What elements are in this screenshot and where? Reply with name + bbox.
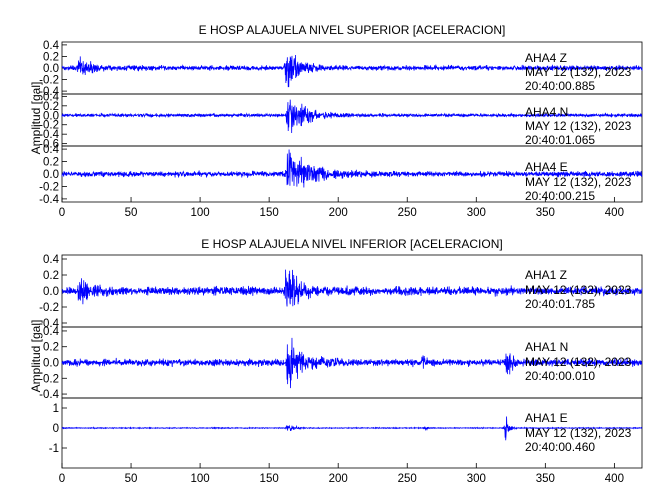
y-tick-label: 0.2 [43, 270, 59, 282]
y-tick-label: -0.4 [39, 129, 59, 141]
date-label: MAY 12 (132), 2023 [525, 65, 632, 79]
trace-lower-n: 0.4 0.2 0.0 -0.2 -0.4 AHA1 N MAY 12 (132), 2… [39, 326, 643, 401]
date-label: MAY 12 (132), 2023 [525, 175, 632, 189]
y-ticks: 0.40.20.0-0.2-0.4 [39, 144, 67, 206]
x-tick-label: 50 [125, 207, 138, 219]
y-tick-label: -0.4 [39, 318, 59, 330]
waveform-line [61, 99, 643, 133]
x-tick-label: 200 [329, 207, 348, 219]
y-tick-label: -0.4 [39, 194, 59, 206]
y-tick-label: 0.0 [43, 358, 59, 370]
station-label: AHA1 N [525, 340, 568, 354]
y-tick-label: -0.4 [39, 86, 59, 98]
y-tick-label: -1 [49, 443, 59, 455]
trace-frame [61, 397, 643, 469]
y-tick-label: -0.2 [39, 302, 59, 314]
x-tick-label: 0 [59, 473, 65, 485]
y-ticks: 0.4 0.2 0.0 -0.2 -0.4 [39, 326, 67, 401]
y-tick-label: 0.0 [43, 63, 59, 75]
y-ticks: 1 0 -1 [49, 403, 67, 455]
date-label: MAY 12 (132), 2023 [525, 119, 632, 133]
x-tick-label: 150 [260, 207, 279, 219]
y-tick-label: 0.4 [43, 254, 60, 266]
x-tick-label: 250 [398, 207, 417, 219]
y-tick-label: 0.4 [43, 91, 60, 103]
chart-title-upper: E HOSP ALAJUELA NIVEL SUPERIOR [ACELERAC… [199, 23, 506, 37]
y-ticks: 0.40.20.0-0.2-0.4 [39, 40, 67, 98]
x-tick-label: 400 [605, 207, 624, 219]
waveform-line [61, 149, 643, 188]
time-label: 20:40:00.215 [525, 189, 595, 203]
y-tick-label: 0.2 [43, 51, 59, 63]
time-label: 20:40:00.460 [525, 440, 595, 454]
time-label: 20:40:00.010 [525, 369, 595, 383]
x-tick-label: 300 [467, 473, 486, 485]
y-tick-label: 0.4 [43, 144, 60, 156]
x-tick-label: 300 [467, 207, 486, 219]
y-tick-label: -0.2 [39, 120, 59, 132]
y-tick-label: 0.0 [43, 286, 59, 298]
station-label: AHA1 Z [525, 268, 567, 282]
time-label: 20:40:01.065 [525, 133, 595, 147]
waveform-line [61, 337, 643, 389]
waveform-line [61, 416, 643, 441]
y-tick-label: -0.2 [39, 75, 59, 87]
y-tick-label: -0.6 [39, 139, 59, 151]
y-axis-label-upper: Amplitud [gal] [29, 82, 43, 155]
date-label: MAY 12 (132), 2023 [525, 355, 632, 369]
x-tick-label: 350 [536, 207, 555, 219]
time-label: 20:40:00.885 [525, 79, 595, 93]
x-tick-label: 400 [605, 473, 624, 485]
x-tick-label: 50 [125, 473, 138, 485]
y-ticks: 0.40.20.0-0.2-0.4-0.6 [39, 91, 67, 151]
trace-upper-n: 0.40.20.0-0.2-0.4-0.6 AHA4 N MAY 12 (132… [39, 91, 643, 151]
trace-upper-e: 0.40.20.0-0.2-0.4 AHA4 E MAY 12 (132), 2… [39, 144, 643, 206]
y-ticks: 0.4 0.2 0.0 -0.2 -0.4 [39, 254, 67, 330]
chart-lower: E HOSP ALAJUELA NIVEL INFERIOR [ACELERAC… [29, 237, 643, 485]
y-tick-label: -0.4 [39, 389, 59, 401]
y-tick-label: -0.2 [39, 181, 59, 193]
y-tick-label: 0.2 [43, 101, 59, 113]
x-axis-upper: 0 50 100 150 200 250 300 350 400 [59, 197, 624, 219]
x-tick-label: 200 [329, 473, 348, 485]
y-axis-label-lower: Amplitud [gal] [29, 320, 43, 393]
time-label: 20:40:01.785 [525, 297, 595, 311]
chart-upper: E HOSP ALAJUELA NIVEL SUPERIOR [ACELERAC… [29, 23, 643, 219]
y-tick-label: 1 [53, 403, 59, 415]
station-label: AHA1 E [525, 411, 568, 425]
trace-lower-e: 1 0 -1 AHA1 E MAY 12 (132), 2023 20:40:00.… [49, 397, 643, 469]
x-tick-label: 100 [191, 473, 210, 485]
trace-lower-z: 0.4 0.2 0.0 -0.2 -0.4 AHA1 Z MAY 12 (132), 2… [39, 254, 643, 330]
y-tick-label: 0.2 [43, 157, 59, 169]
x-tick-label: 100 [191, 207, 210, 219]
y-tick-label: -0.2 [39, 373, 59, 385]
y-tick-label: 0.0 [43, 110, 59, 122]
y-tick-label: 0.4 [43, 40, 60, 52]
waveform-line [61, 269, 643, 307]
y-tick-label: 0 [53, 423, 59, 435]
y-tick-label: 0.4 [43, 326, 60, 338]
trace-upper-z: 0.40.20.0-0.2-0.4 AHA4 Z MAY 12 (132), 2… [39, 40, 643, 98]
chart-title-lower: E HOSP ALAJUELA NIVEL INFERIOR [ACELERAC… [201, 237, 502, 251]
x-axis-lower: 0 50 100 150 200 250 300 350 400 [59, 463, 624, 485]
x-tick-label: 250 [398, 473, 417, 485]
y-tick-label: 0.0 [43, 169, 59, 181]
station-label: AHA4 Z [525, 51, 567, 65]
x-tick-label: 150 [260, 473, 279, 485]
x-tick-label: 0 [59, 207, 65, 219]
date-label: MAY 12 (132), 2023 [525, 426, 632, 440]
x-tick-label: 350 [536, 473, 555, 485]
waveform-line [61, 54, 643, 88]
y-tick-label: 0.2 [43, 342, 59, 354]
station-label: AHA4 N [525, 105, 568, 119]
station-label: AHA4 E [525, 160, 568, 174]
date-label: MAY 12 (132), 2023 [525, 283, 632, 297]
